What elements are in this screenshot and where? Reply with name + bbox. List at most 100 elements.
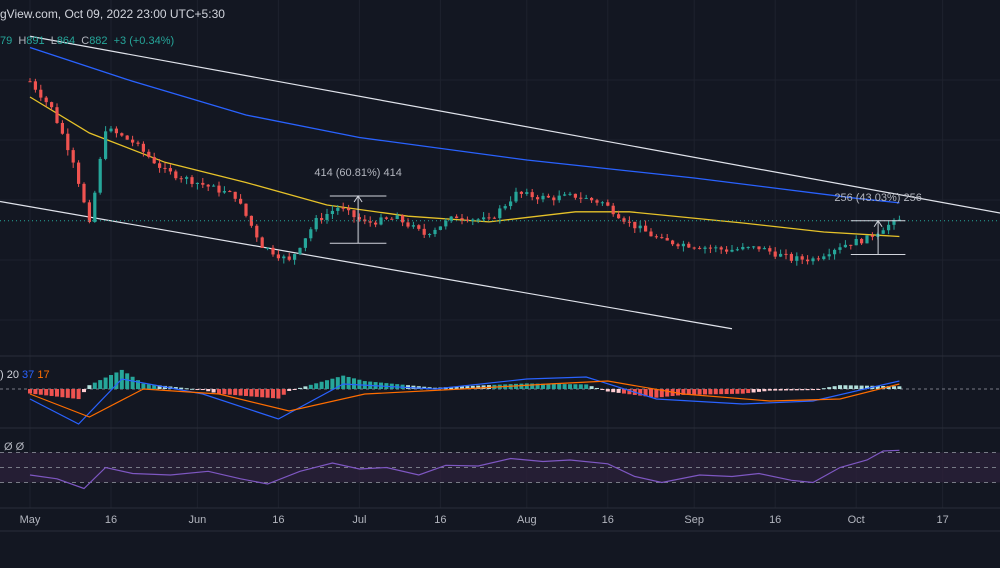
x-axis-label: 16	[272, 514, 284, 526]
candle-body	[222, 191, 226, 193]
high-label: H	[18, 35, 27, 47]
macd-histogram-bar	[319, 381, 324, 389]
candle-body	[654, 236, 658, 238]
candle-body	[806, 259, 810, 262]
x-axis-label: 16	[105, 514, 117, 526]
candle-body	[131, 139, 135, 143]
measure-2-label: 256 (43.03%) 256	[834, 192, 921, 204]
macd-histogram-bar	[595, 387, 599, 389]
candle-body	[33, 81, 37, 90]
macd-histogram-bar	[584, 384, 589, 389]
x-axis-label: Jul	[352, 514, 366, 526]
candle-body	[368, 221, 372, 223]
macd-histogram-bar	[28, 389, 32, 394]
close-value: 882	[89, 35, 108, 47]
macd-histogram-bar	[211, 389, 216, 393]
candle-body	[417, 225, 421, 229]
macd-histogram-bar	[838, 385, 842, 389]
candle-body	[401, 215, 405, 223]
candle-body	[239, 198, 243, 204]
macd-histogram-bar	[616, 389, 621, 393]
candle-body	[390, 218, 394, 220]
measure-2-arrowhead	[873, 219, 883, 228]
macd-histogram-bar	[195, 389, 200, 390]
macd-histogram-bar	[335, 377, 340, 389]
macd-histogram-bar	[254, 389, 259, 397]
macd-histogram-bar	[832, 386, 837, 389]
candle-body	[746, 246, 750, 248]
candle-body	[341, 207, 345, 209]
candle-body	[152, 156, 156, 164]
macd-histogram-bar	[65, 389, 70, 398]
candle-body	[336, 207, 340, 211]
candle-body	[811, 258, 815, 262]
macd-histogram-bar	[141, 383, 146, 389]
candle-body	[206, 184, 210, 187]
candle-body	[428, 234, 432, 236]
candle-body	[374, 222, 378, 225]
macd-histogram-bar	[60, 389, 65, 398]
ma-fast-line	[29, 96, 900, 238]
candle-body	[330, 210, 334, 215]
candle-body	[44, 97, 48, 103]
candle-body	[39, 89, 43, 98]
candle-body	[249, 215, 253, 226]
candle-body	[503, 206, 507, 209]
macd-histogram-bar	[206, 389, 211, 392]
candle-body	[433, 229, 437, 235]
candle-body	[849, 244, 853, 246]
macd-histogram-bar	[125, 373, 130, 389]
candle-body	[50, 102, 54, 108]
macd-histogram-bar	[638, 389, 643, 396]
macd-histogram-bar	[719, 389, 724, 395]
macd-histogram-bar	[465, 386, 470, 389]
candle-body	[860, 238, 864, 244]
candle-body	[665, 237, 669, 241]
candle-body	[725, 249, 729, 252]
candle-body	[357, 217, 361, 220]
macd-histogram-bar	[821, 388, 826, 390]
macd-histogram-bar	[746, 389, 751, 394]
candle-body	[233, 191, 237, 199]
macd-histogram-bar	[287, 389, 292, 391]
candle-body	[384, 217, 388, 219]
macd-histogram-bar	[260, 389, 265, 398]
candle-body	[476, 219, 480, 221]
macd-histogram-bar	[341, 375, 346, 389]
candle-body	[735, 249, 739, 251]
candle-body	[465, 219, 469, 221]
macd-histogram-bar	[735, 389, 740, 394]
candle-body	[93, 192, 97, 222]
macd-histogram-bar	[38, 389, 43, 395]
candle-body	[395, 215, 399, 220]
candle-body	[865, 235, 869, 244]
channel-upper-line	[29, 35, 1000, 214]
measure-1-label: 414 (60.81%) 414	[314, 167, 401, 179]
macd-line	[29, 376, 900, 425]
macd-histogram-bar	[222, 389, 227, 395]
candle-body	[455, 216, 459, 219]
macd-histogram-bar	[233, 389, 238, 396]
macd-histogram-bar	[92, 382, 97, 389]
close-label: C	[81, 35, 90, 47]
candle-body	[77, 162, 81, 184]
macd-histogram-bar	[55, 389, 59, 397]
candle-body	[244, 203, 248, 216]
macd-histogram-bar	[298, 387, 302, 389]
macd-histogram-bar	[892, 386, 896, 389]
macd-histogram-bar	[784, 389, 788, 391]
macd-histogram-bar	[71, 389, 76, 399]
x-axis-label: 16	[769, 514, 781, 526]
x-axis-label: 16	[602, 514, 614, 526]
candle-body	[482, 217, 486, 220]
candle-body	[671, 240, 675, 245]
macd-histogram-bar	[524, 383, 529, 389]
candle-body	[892, 219, 896, 225]
candle-body	[708, 247, 712, 249]
candle-body	[773, 251, 777, 257]
macd-histogram-bar	[152, 384, 157, 389]
macd-histogram-bar	[82, 389, 86, 393]
candle-body	[703, 247, 707, 249]
macd-histogram-bar	[200, 389, 205, 390]
